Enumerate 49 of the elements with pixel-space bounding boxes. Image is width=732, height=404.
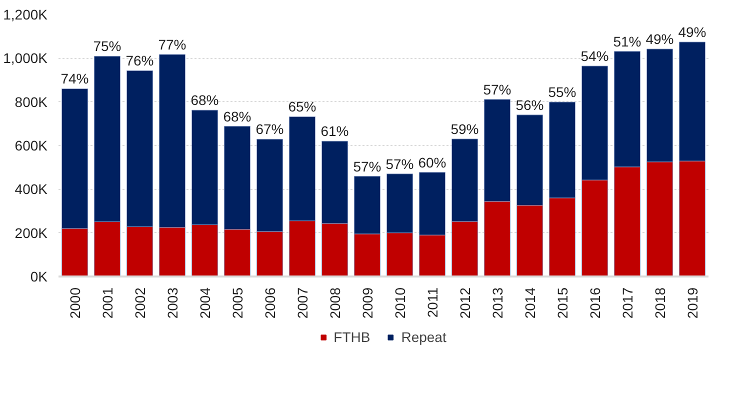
x-tick-label: 2002: [132, 287, 148, 319]
x-tick-label: 2015: [554, 287, 570, 319]
y-tick-label: 1,000K: [3, 50, 48, 66]
annotation: 77%: [158, 36, 186, 52]
annotation: 49%: [646, 30, 674, 47]
annotation: 67%: [256, 121, 284, 138]
x-tick-label: 2006: [262, 287, 278, 319]
annotation: 56%: [516, 96, 544, 113]
annotation: 75%: [93, 38, 122, 54]
x-tick-label: 2016: [586, 287, 603, 319]
x-tick-label: 2009: [359, 287, 376, 319]
x-tick-label: 2008: [326, 287, 343, 319]
annotation: 49%: [678, 24, 706, 40]
annotation: 61%: [320, 123, 349, 140]
x-tick-label: 2012: [456, 287, 473, 319]
x-tick-label: 2000: [66, 287, 83, 319]
x-tick-label: 2001: [99, 287, 116, 319]
x-tick-label: 2017: [619, 287, 636, 319]
annotation: 59%: [450, 120, 479, 137]
x-tick-label: 2010: [392, 287, 408, 319]
annotation: 60%: [418, 154, 446, 170]
y-tick-label: 400K: [14, 181, 48, 198]
y-tick-label: 1,200K: [3, 6, 48, 22]
legend-label: FTHB: [334, 329, 370, 345]
x-tick-label: 2007: [294, 287, 310, 319]
y-tick-label: 200K: [14, 224, 48, 241]
y-tick-label: 600K: [14, 138, 48, 154]
x-tick-label: 2011: [424, 287, 440, 318]
annotation: 54%: [580, 48, 609, 64]
annotation: 76%: [126, 52, 154, 69]
x-tick-label: 2018: [652, 287, 668, 319]
annotation: 74%: [60, 70, 89, 87]
annotation: 55%: [548, 84, 576, 100]
annotation: 57%: [353, 158, 382, 174]
x-tick-label: 2013: [489, 287, 506, 319]
annotation: 51%: [613, 33, 642, 50]
x-tick-label: 2019: [684, 287, 700, 319]
x-tick-label: 2005: [229, 287, 246, 319]
annotation: 68%: [223, 108, 252, 124]
annotation: 57%: [386, 156, 414, 172]
x-tick-label: 2014: [522, 287, 538, 319]
x-tick-label: 2004: [196, 287, 213, 319]
x-tick-label: 2003: [164, 287, 180, 319]
annotation: 68%: [190, 92, 219, 108]
legend-label: Repeat: [401, 329, 446, 345]
annotation: 57%: [483, 81, 512, 98]
y-tick-label: 800K: [14, 94, 48, 110]
y-tick-label: 0K: [30, 268, 48, 284]
annotation: 65%: [288, 98, 316, 115]
